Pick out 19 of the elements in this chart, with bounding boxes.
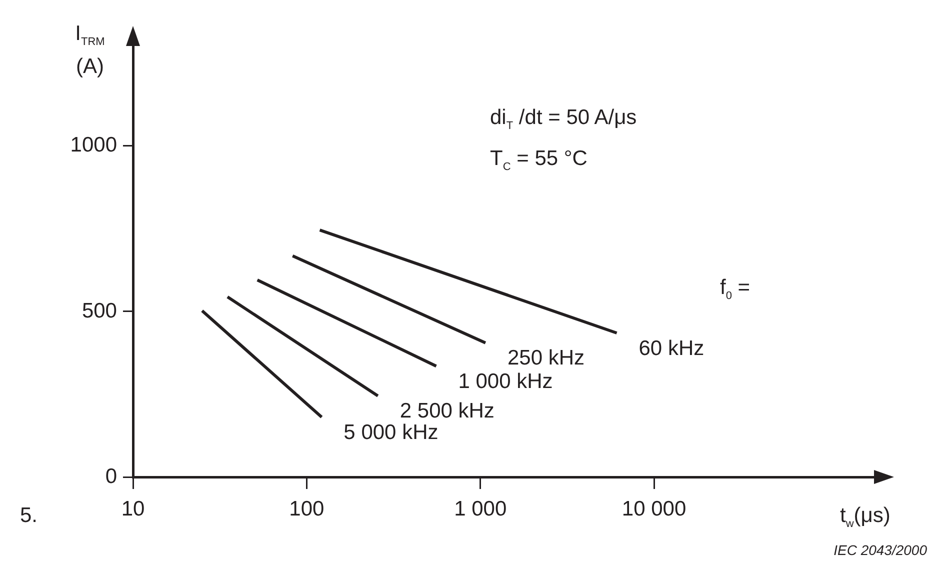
series-label: 5 000 kHz <box>344 420 438 444</box>
annotation: di$_{T}$ /dt = 50 A/μs <box>490 105 637 134</box>
annotation: T$_{C}$ = 55 °C <box>490 146 588 176</box>
y-axis-title: I$_{TRM}$ (A) <box>74 21 106 80</box>
x-tick-label: 1 000 <box>454 497 507 520</box>
text: 5. <box>20 503 38 529</box>
text: IEC 2043/2000 <box>834 541 927 560</box>
y-tick-label: 0 <box>105 464 117 488</box>
x-axis-title: t$_{w}$(μs) <box>840 503 890 532</box>
series-label: 250 kHz <box>507 346 585 370</box>
x-tick-label: 10 000 <box>622 497 686 520</box>
x-tick-label: 100 <box>289 497 324 520</box>
series-label: 2 500 kHz <box>400 400 494 423</box>
series-label: 60 kHz <box>638 336 704 360</box>
series-label: 1 000 kHz <box>458 370 553 393</box>
y-tick-label: 500 <box>82 299 117 322</box>
y-tick-label: 1000 <box>70 134 117 157</box>
x-tick-label: 10 <box>121 497 145 520</box>
annotation: f$_{0}$ = <box>720 275 750 304</box>
